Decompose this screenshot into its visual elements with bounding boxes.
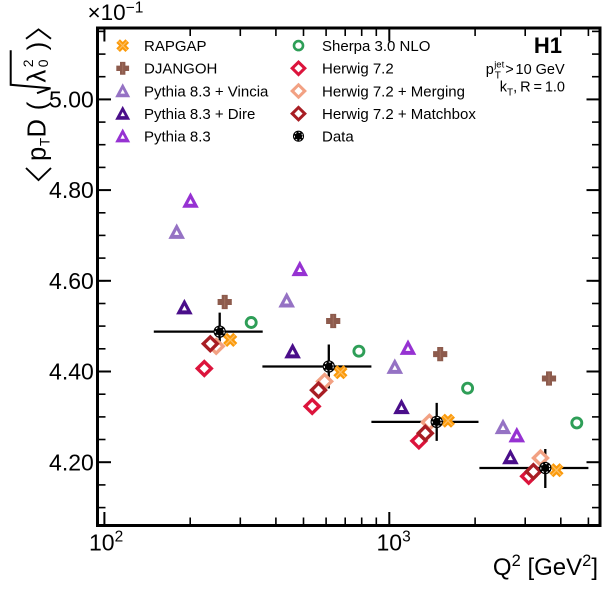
svg-text:H1: H1 [534, 33, 562, 58]
svg-text:p: p [24, 147, 52, 161]
svg-text:RAPGAP: RAPGAP [144, 38, 207, 55]
svg-text:Data: Data [322, 129, 354, 146]
svg-text:Sherpa 3.0 NLO: Sherpa 3.0 NLO [322, 38, 430, 55]
svg-text:10 GeV: 10 GeV [516, 62, 565, 78]
svg-text:DJANGOH: DJANGOH [144, 61, 217, 78]
svg-text:4.20: 4.20 [49, 449, 94, 475]
svg-text:4.40: 4.40 [49, 359, 94, 385]
svg-text:0: 0 [35, 59, 51, 67]
svg-text:λ: λ [24, 70, 52, 83]
svg-text:Pythia 8.3: Pythia 8.3 [144, 129, 211, 146]
svg-text:p: p [486, 62, 494, 78]
svg-text:Herwig 7.2: Herwig 7.2 [322, 61, 394, 78]
svg-text:kT, R = 1.0: kT, R = 1.0 [500, 79, 565, 98]
svg-text:4.80: 4.80 [49, 177, 94, 203]
svg-text:5.00: 5.00 [49, 87, 94, 113]
svg-text:(: ( [24, 101, 52, 110]
svg-text:): ) [24, 42, 52, 51]
svg-text:jet: jet [493, 59, 504, 70]
svg-text:Herwig 7.2 + Merging: Herwig 7.2 + Merging [322, 83, 465, 100]
svg-text:4.60: 4.60 [49, 268, 94, 294]
svg-text:Pythia 8.3 + Dire: Pythia 8.3 + Dire [144, 106, 255, 123]
svg-text:T: T [495, 70, 501, 81]
svg-text:>: > [505, 62, 513, 78]
svg-text:T: T [38, 138, 53, 146]
svg-text:D: D [24, 119, 52, 137]
svg-text:2: 2 [20, 59, 36, 67]
svg-text:Q2 [GeV2]: Q2 [GeV2] [493, 552, 598, 581]
svg-text:Herwig 7.2 + Matchbox: Herwig 7.2 + Matchbox [322, 106, 476, 123]
svg-text:Pythia 8.3 + Vincia: Pythia 8.3 + Vincia [144, 83, 269, 100]
svg-text:102: 102 [89, 529, 123, 556]
